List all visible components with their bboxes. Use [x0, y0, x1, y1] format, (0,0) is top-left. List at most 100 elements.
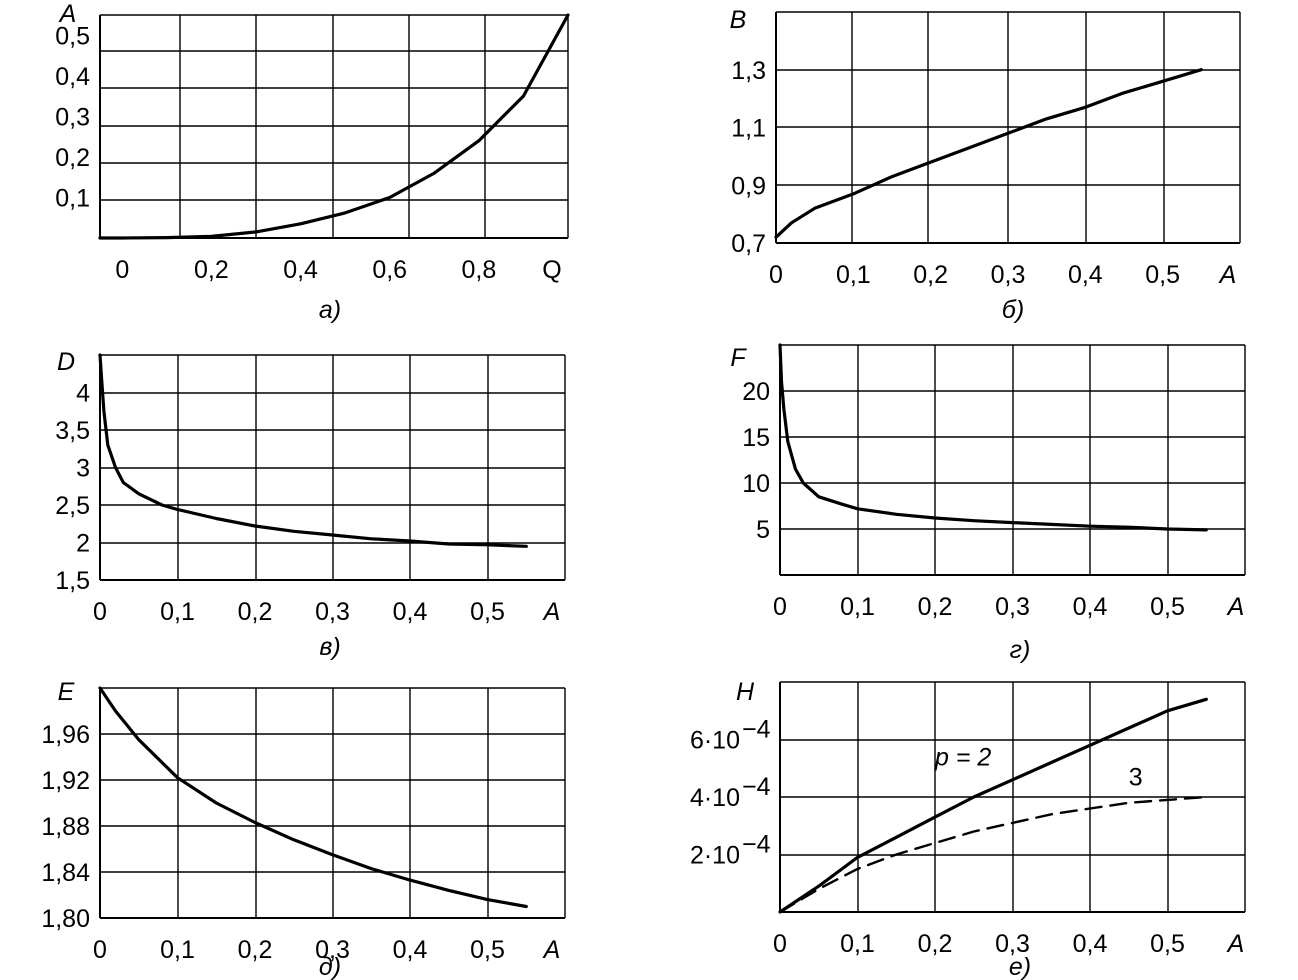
y-tick-label: 6·10 — [690, 727, 740, 755]
chart-caption: г) — [1010, 636, 1031, 664]
chart-caption: а) — [319, 296, 341, 324]
x-tick-label: 0,8 — [461, 256, 496, 284]
chart-f-axes — [779, 682, 1245, 913]
chart-caption: б) — [1002, 296, 1024, 324]
chart-e-axes — [99, 688, 565, 919]
y-axis-label: E — [58, 678, 75, 706]
x-tick-label: 0 — [773, 930, 787, 958]
x-tick-label: 0,1 — [840, 930, 875, 958]
x-tick-label: 0,4 — [1068, 261, 1103, 289]
series-line-a-0 — [98, 13, 570, 240]
y-tick-exponent: −4 — [742, 773, 771, 801]
y-axis-label: D — [57, 348, 75, 376]
x-tick-label: 0,4 — [283, 256, 318, 284]
x-tick-label: 0,4 — [1073, 593, 1108, 621]
x-axis-label: A — [542, 598, 561, 626]
x-tick-label: 0,3 — [991, 261, 1026, 289]
y-tick-exponent: −4 — [742, 831, 771, 859]
x-axis-label: Q — [542, 256, 561, 284]
x-tick-label: 0,2 — [918, 593, 953, 621]
x-tick-label: 0,4 — [1073, 930, 1108, 958]
chart-caption: е) — [1009, 953, 1031, 980]
y-tick-label: 1,3 — [731, 57, 766, 85]
y-tick-label: 10 — [742, 470, 770, 498]
series-line-c-0 — [98, 353, 528, 548]
chart-c-axes — [99, 355, 565, 581]
y-tick-label: 1,80 — [41, 905, 90, 933]
x-tick-label: 0,3 — [315, 936, 350, 964]
chart-caption: в) — [319, 633, 340, 661]
y-tick-label: 0,3 — [55, 103, 90, 131]
series-annotation: p = 2 — [934, 743, 991, 771]
x-tick-label: 0,5 — [470, 598, 505, 626]
chart-e: 0 0,1 0,2 0,3 0,4 0,5 1,80 1,84 1,88 1,92 1,96 A Eд) — [41, 678, 566, 980]
y-tick-label: 0,4 — [55, 63, 90, 91]
y-tick-label: 3 — [76, 455, 90, 483]
chart-a: 0 0,2 0,4 0,6 0,8 0,1 0,2 0,3 0,4 0,5 Q Aа) — [55, 0, 570, 324]
y-tick-label: 1,5 — [55, 567, 90, 595]
x-tick-label: 0,5 — [470, 936, 505, 964]
y-tick-exponent: −4 — [742, 716, 771, 744]
series-line-b-0 — [774, 68, 1203, 239]
y-tick-label: 2·10 — [690, 842, 740, 870]
y-tick-label: 20 — [742, 378, 770, 406]
chart-caption: д) — [319, 953, 341, 980]
x-axis-label: A — [542, 936, 561, 964]
x-tick-label: 0 — [93, 598, 107, 626]
y-tick-label: 4 — [76, 380, 90, 408]
y-tick-label: 0,1 — [55, 184, 90, 212]
x-axis-label: A — [1226, 930, 1245, 958]
chart-e-grid — [99, 687, 566, 919]
y-tick-label: 1,92 — [41, 767, 90, 795]
x-tick-label: 0,1 — [160, 598, 195, 626]
y-tick-label: 2 — [76, 530, 90, 558]
x-axis-label: A — [1226, 593, 1245, 621]
x-tick-label: 0,1 — [160, 936, 195, 964]
chart-b: 0 0,1 0,2 0,3 0,4 0,5 0,7 0,9 1,1 1,3 A Bб) — [730, 6, 1241, 324]
y-axis-label: B — [730, 6, 747, 34]
chart-b-grid — [775, 11, 1241, 244]
y-tick-label: 4·10 — [690, 784, 740, 812]
chart-d: 0 0,1 0,2 0,3 0,4 0,5 5 10 15 20 A Fг) — [730, 343, 1246, 664]
y-tick-label: 3,5 — [55, 417, 90, 445]
x-tick-label: 0,2 — [913, 261, 948, 289]
chart-d-grid — [779, 344, 1246, 576]
x-tick-label: 0,5 — [1150, 593, 1185, 621]
chart-d-axes — [779, 345, 1245, 576]
x-tick-label: 0 — [93, 936, 107, 964]
y-tick-label: 1,88 — [41, 813, 90, 841]
x-tick-label: 0,2 — [194, 256, 229, 284]
x-tick-label: 0,5 — [1145, 261, 1180, 289]
y-tick-label: 5 — [756, 516, 770, 544]
x-tick-label: 0,2 — [238, 598, 273, 626]
y-axis-label: A — [58, 0, 77, 28]
x-tick-label: 0 — [773, 593, 787, 621]
x-tick-label: 0,1 — [836, 261, 871, 289]
series-line-f-1 — [778, 795, 1208, 914]
y-tick-label: 1,1 — [731, 115, 766, 143]
y-tick-label: 0,9 — [731, 172, 766, 200]
y-tick-label: 0,5 — [55, 22, 90, 50]
x-tick-label: 0,4 — [393, 598, 428, 626]
series-annotation: 3 — [1129, 764, 1143, 792]
x-tick-label: 0,2 — [238, 936, 273, 964]
chart-c: 0 0,1 0,2 0,3 0,4 0,5 1,5 2 2,5 3 3,5 4 A Dв) — [55, 348, 566, 661]
y-tick-label: 2,5 — [55, 492, 90, 520]
x-tick-label: 0,5 — [1150, 930, 1185, 958]
series-line-d-0 — [778, 343, 1208, 532]
chart-f: 0 0,1 0,2 0,3 0,4 0,52·10 −44·10 −46·10 −4AHе)p … — [690, 678, 1246, 980]
y-tick-label: 1,96 — [41, 721, 90, 749]
x-tick-label: 0 — [115, 256, 129, 284]
x-tick-label: 0,3 — [315, 598, 350, 626]
x-axis-label: A — [1218, 261, 1237, 289]
y-tick-label: 1,84 — [41, 859, 90, 887]
x-tick-label: 0,3 — [995, 593, 1030, 621]
chart-b-axes — [775, 12, 1240, 244]
y-tick-label: 15 — [742, 424, 770, 452]
chart-f-grid — [779, 681, 1246, 913]
x-tick-label: 0,6 — [372, 256, 407, 284]
series-line-f-0 — [778, 697, 1208, 914]
y-axis-label: H — [736, 678, 755, 706]
x-tick-label: 0,3 — [995, 930, 1030, 958]
